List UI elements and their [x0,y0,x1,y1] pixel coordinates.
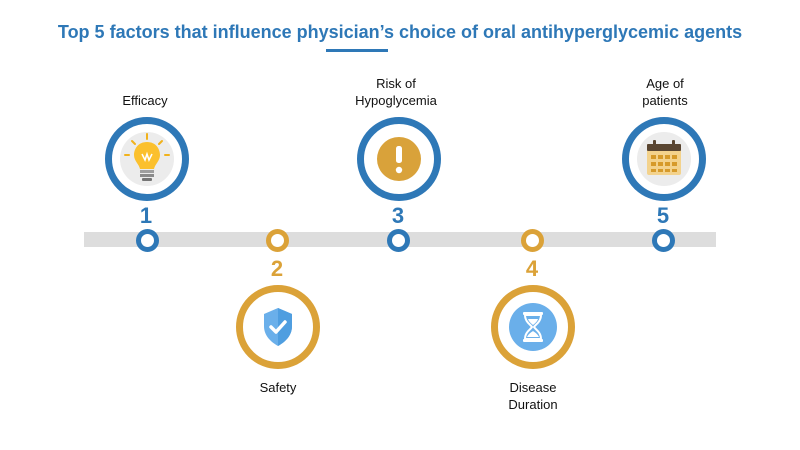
factor-1-dot [136,229,159,252]
shield-check-icon [264,308,292,346]
factor-3-label: Risk of Hypoglycemia [326,75,466,109]
factor-5-dot [652,229,675,252]
factor-2-label-line-1: Safety [259,380,297,395]
factor-3-number: 3 [391,203,405,228]
factor-4-dot [521,229,544,252]
factor-1-icon-ring [105,117,189,201]
factor-5-label-line-1: Age of [646,76,684,91]
factor-3-dot [387,229,410,252]
factor-2-icon-ring [236,285,320,369]
factor-5-number: 5 [656,203,670,228]
lightbulb-icon [120,132,174,186]
factor-3-label-line-1: Risk of [376,76,416,91]
factor-3-label-line-2: Hypoglycemia [355,93,437,108]
title: Top 5 factors that influence physician’s… [57,22,743,42]
factor-5-label: Age of patients [595,75,735,109]
title-underline [326,49,388,52]
hourglass-icon [509,303,557,351]
exclamation-icon [377,137,421,181]
factor-4-icon-ring [491,285,575,369]
factor-3-icon-ring [357,117,441,201]
factor-4-number: 4 [525,256,539,281]
factor-1-label: Efficacy [75,92,215,109]
factor-4-label-line-2: Duration [508,397,558,412]
factor-5-label-line-2: patients [642,93,688,108]
factor-5-icon-ring [622,117,706,201]
factor-2-label: Safety [208,379,348,396]
calendar-icon [637,132,691,186]
factor-2-number: 2 [270,256,284,281]
factor-1-label-line-1: Efficacy [122,93,168,108]
factor-1-number: 1 [139,203,153,228]
factor-4-label-line-1: Disease [509,380,557,395]
factor-4-label: Disease Duration [463,379,603,413]
factor-2-dot [266,229,289,252]
